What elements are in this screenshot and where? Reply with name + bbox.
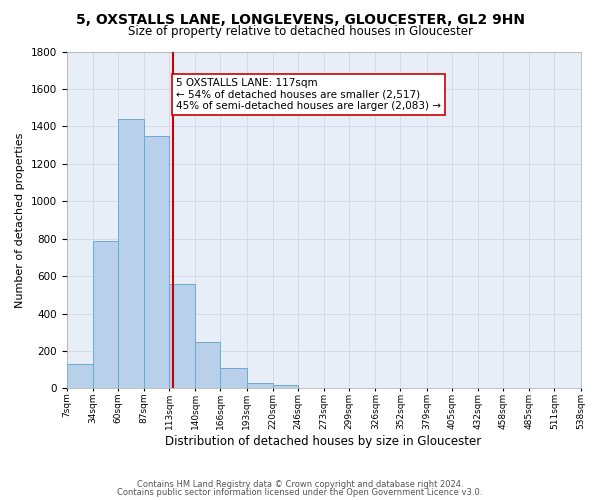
Text: Contains public sector information licensed under the Open Government Licence v3: Contains public sector information licen… [118, 488, 482, 497]
Bar [195, 342, 220, 388]
Text: 5 OXSTALLS LANE: 117sqm
← 54% of detached houses are smaller (2,517)
45% of semi: 5 OXSTALLS LANE: 117sqm ← 54% of detache… [176, 78, 441, 111]
Bar [67, 364, 92, 388]
Bar [92, 240, 118, 388]
Text: 5, OXSTALLS LANE, LONGLEVENS, GLOUCESTER, GL2 9HN: 5, OXSTALLS LANE, LONGLEVENS, GLOUCESTER… [76, 12, 524, 26]
Y-axis label: Number of detached properties: Number of detached properties [15, 132, 25, 308]
Bar [272, 384, 298, 388]
Bar [169, 284, 195, 389]
Text: Size of property relative to detached houses in Gloucester: Size of property relative to detached ho… [128, 25, 473, 38]
X-axis label: Distribution of detached houses by size in Gloucester: Distribution of detached houses by size … [166, 434, 482, 448]
Bar [247, 383, 272, 388]
Bar [220, 368, 247, 388]
Text: Contains HM Land Registry data © Crown copyright and database right 2024.: Contains HM Land Registry data © Crown c… [137, 480, 463, 489]
Bar [144, 136, 169, 388]
Bar [118, 119, 144, 388]
